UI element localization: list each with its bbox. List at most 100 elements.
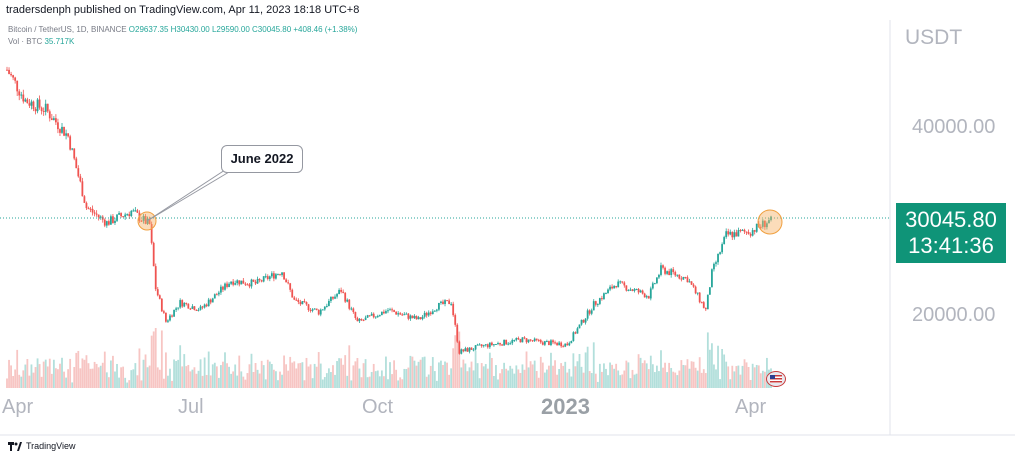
candle-body bbox=[344, 292, 347, 302]
candle-body bbox=[550, 340, 552, 346]
candle-body bbox=[541, 342, 544, 345]
candle-body bbox=[425, 312, 428, 316]
volume-bar bbox=[700, 372, 703, 388]
candle-body bbox=[289, 283, 292, 290]
candle-body bbox=[684, 276, 687, 278]
volume-bar bbox=[378, 376, 381, 388]
volume-bar bbox=[582, 372, 585, 388]
footer: TradingView bbox=[8, 441, 76, 451]
candle-body bbox=[383, 311, 385, 314]
volume-bar bbox=[89, 368, 92, 388]
candle-body bbox=[442, 301, 444, 305]
candle-body bbox=[482, 345, 485, 347]
candle-body bbox=[234, 283, 237, 285]
volume-bar bbox=[20, 376, 23, 388]
us-flag-icon[interactable] bbox=[766, 371, 786, 387]
volume-bar bbox=[254, 363, 257, 388]
candle-body bbox=[144, 216, 147, 224]
candle-body bbox=[713, 263, 715, 270]
candle-body bbox=[478, 344, 481, 346]
volume-bar bbox=[142, 359, 145, 388]
candle-body bbox=[460, 349, 463, 354]
candle-body bbox=[741, 229, 744, 231]
candle-body bbox=[240, 280, 243, 285]
candle-body bbox=[57, 122, 59, 130]
candle-body bbox=[327, 300, 330, 306]
current-price-highlight bbox=[757, 209, 783, 235]
volume-bar bbox=[433, 371, 436, 388]
candle-body bbox=[173, 309, 175, 317]
volume-bar bbox=[488, 352, 491, 388]
volume-bar bbox=[590, 373, 593, 388]
candle-body bbox=[215, 294, 218, 296]
volume-bar bbox=[146, 367, 149, 388]
volume-bar bbox=[179, 345, 182, 388]
candle-body bbox=[197, 309, 200, 311]
volume-bar bbox=[507, 370, 510, 388]
volume-bar bbox=[275, 371, 277, 388]
candle-body bbox=[476, 344, 479, 346]
candle-body bbox=[372, 313, 375, 318]
candle-body bbox=[717, 253, 719, 263]
volume-bar bbox=[592, 342, 595, 388]
volume-bar bbox=[444, 361, 446, 388]
candle-body bbox=[686, 277, 689, 283]
volume-bar bbox=[660, 350, 662, 388]
candle-body bbox=[427, 312, 430, 316]
candle-body bbox=[291, 289, 294, 298]
candle-body bbox=[295, 299, 298, 301]
volume-bar bbox=[112, 355, 114, 388]
candle-body bbox=[676, 274, 679, 276]
volume-bar bbox=[260, 360, 263, 388]
volume-bar bbox=[566, 372, 569, 388]
volume-bar bbox=[651, 364, 654, 388]
volume-bar bbox=[348, 345, 351, 388]
volume-bar bbox=[715, 369, 717, 388]
candle-body bbox=[59, 129, 61, 133]
volume-bar bbox=[647, 369, 650, 388]
candle-body bbox=[258, 278, 261, 281]
candle-body bbox=[46, 103, 49, 112]
volume-bar bbox=[366, 377, 369, 388]
volume-bar bbox=[533, 360, 536, 388]
volume-bar bbox=[297, 363, 300, 388]
volume-bar bbox=[57, 369, 59, 388]
volume-bar bbox=[177, 359, 180, 388]
candle-body bbox=[578, 324, 581, 329]
volume-bar bbox=[497, 379, 499, 388]
candle-body bbox=[674, 272, 677, 276]
volume-bar bbox=[162, 378, 165, 388]
candle-body bbox=[527, 339, 530, 343]
candle-body bbox=[562, 346, 565, 348]
candle-body bbox=[340, 289, 343, 292]
candle-body bbox=[309, 309, 312, 311]
volume-bar bbox=[580, 366, 583, 388]
volume-bar bbox=[228, 366, 230, 388]
volume-bar bbox=[399, 377, 402, 388]
candle-body bbox=[191, 306, 194, 309]
volume-bar bbox=[554, 360, 556, 388]
volume-bar bbox=[757, 365, 760, 388]
volume-bar bbox=[352, 365, 355, 388]
june-2022-callout[interactable]: June 2022 bbox=[221, 145, 303, 173]
volume-bar bbox=[572, 353, 575, 388]
candle-body bbox=[366, 315, 369, 318]
candle-body bbox=[670, 269, 673, 275]
candle-body bbox=[723, 237, 726, 245]
volume-bar bbox=[40, 376, 43, 388]
volume-bar bbox=[601, 371, 603, 388]
volume-bar bbox=[588, 371, 591, 388]
brand-name: TradingView bbox=[26, 441, 76, 451]
candle-body bbox=[766, 223, 768, 228]
volume-bar bbox=[391, 374, 393, 388]
candle-body bbox=[531, 340, 534, 342]
candle-body bbox=[112, 216, 114, 223]
volume-bar bbox=[103, 351, 106, 388]
volume-bar bbox=[427, 374, 430, 388]
candle-body bbox=[6, 69, 8, 71]
volume-bar bbox=[706, 332, 709, 388]
volume-bar bbox=[556, 374, 558, 388]
volume-bar bbox=[470, 361, 473, 388]
volume-bar bbox=[545, 369, 548, 388]
